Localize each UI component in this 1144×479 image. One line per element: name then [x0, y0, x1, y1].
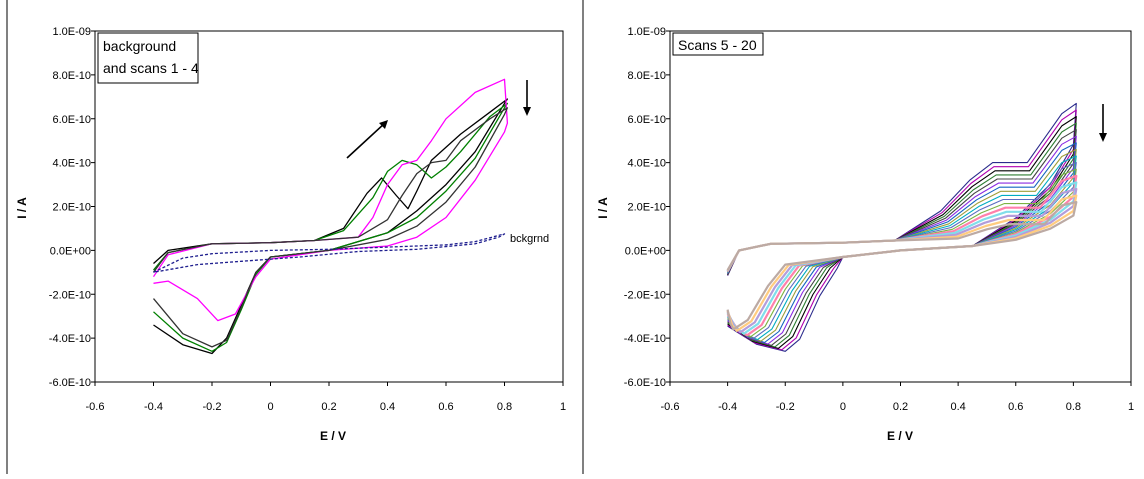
- annotation-line-1: Scans 5 - 20: [678, 37, 757, 53]
- x-axis-label: E / V: [887, 429, 913, 443]
- y-axis-label: I / A: [596, 197, 610, 219]
- scan-direction-arrow-head: [379, 120, 388, 129]
- decreasing-current-arrow-head: [523, 107, 531, 116]
- series-line-scan-2: [153, 102, 509, 352]
- x-tick-label: 0: [840, 401, 846, 413]
- y-tick-label: 6.0E-10: [52, 114, 91, 126]
- curve-label-bckgrnd: bckgrnd: [510, 233, 549, 245]
- x-tick-label: 0.8: [1066, 401, 1081, 413]
- plot-area: [94, 30, 564, 383]
- y-tick-label: -4.0E-10: [49, 333, 91, 345]
- decreasing-current-arrow: [523, 80, 531, 116]
- decreasing-current-arrow-head: [1099, 133, 1107, 142]
- chart-scans-5-20: 1.0E-09 8.0E-10 6.0E-10 4.0E-10 2.0E-10 0.0E+…: [596, 26, 1134, 443]
- x-tick-label: 1: [1128, 401, 1134, 413]
- x-tick-label: -0.6: [86, 401, 105, 413]
- annotation-line-1: background: [103, 38, 176, 54]
- y-tick-label: -4.0E-10: [624, 333, 666, 345]
- chart-scans-1-4: 1.0E-09 8.0E-10 6.0E-10 4.0E-10 2.0E-10 0.0E+…: [15, 26, 566, 443]
- x-tick-label: 0.6: [438, 401, 453, 413]
- scan-direction-arrow-line: [346, 122, 386, 159]
- x-tick-label: -0.4: [718, 401, 737, 413]
- series-line-scan-4: [152, 107, 509, 348]
- y-tick-label: 0.0E+00: [50, 245, 91, 257]
- x-tick-label: 0.4: [950, 401, 965, 413]
- scan-direction-arrow: [346, 120, 388, 159]
- series-line-scan-20: [726, 201, 1078, 331]
- y-tick-label: 6.0E-10: [627, 114, 666, 126]
- x-tick-label: -0.4: [144, 401, 163, 413]
- y-tick-label: 0.0E+00: [625, 245, 666, 257]
- x-tick-label: 0.6: [1008, 401, 1023, 413]
- x-tick-label: 0.4: [380, 401, 395, 413]
- x-tick-label: 0.2: [893, 401, 908, 413]
- x-tick-label: 1: [560, 401, 566, 413]
- x-tick-label: -0.6: [661, 401, 680, 413]
- y-tick-label: 1.0E-09: [52, 26, 91, 38]
- y-tick-label: -6.0E-10: [624, 377, 666, 389]
- y-tick-label: 8.0E-10: [627, 70, 666, 82]
- y-tick-label: 2.0E-10: [52, 202, 91, 214]
- y-tick-label: 1.0E-09: [627, 26, 666, 38]
- y-tick-label: -6.0E-10: [49, 377, 91, 389]
- x-tick-label: 0: [267, 401, 273, 413]
- series-line-background: [153, 233, 506, 273]
- y-tick-label: 4.0E-10: [52, 158, 91, 170]
- y-tick-label: 2.0E-10: [627, 202, 666, 214]
- y-tick-label: -2.0E-10: [49, 289, 91, 301]
- x-tick-label: -0.2: [203, 401, 222, 413]
- y-tick-label: 4.0E-10: [627, 158, 666, 170]
- annotation-line-2: and scans 1 - 4: [103, 60, 199, 76]
- y-tick-label: -2.0E-10: [624, 289, 666, 301]
- x-tick-label: -0.2: [776, 401, 795, 413]
- x-axis-label: E / V: [320, 429, 346, 443]
- x-tick-label: 0.8: [497, 401, 512, 413]
- decreasing-current-arrow: [1099, 104, 1107, 142]
- annotation-box: [672, 32, 764, 56]
- annotation-box: [97, 32, 199, 84]
- x-tick-label: 0.2: [321, 401, 336, 413]
- y-axis-label: I / A: [15, 197, 29, 219]
- y-tick-label: 8.0E-10: [52, 70, 91, 82]
